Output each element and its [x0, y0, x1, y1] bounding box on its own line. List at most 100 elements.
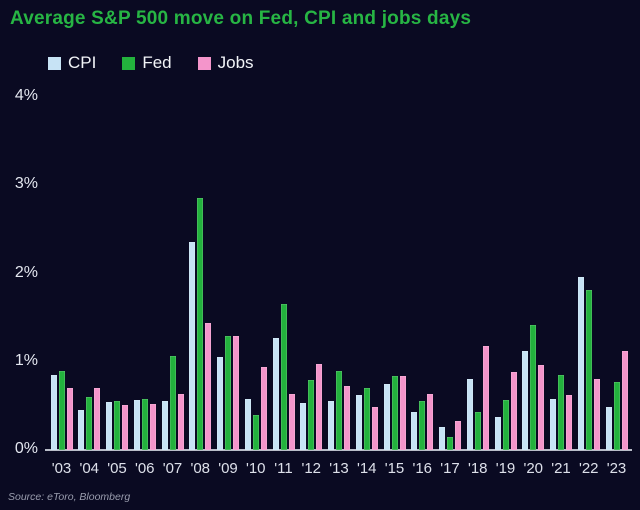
bar-group-09: '09: [215, 96, 242, 477]
bar-group-22: '22: [575, 96, 602, 477]
bar-fed-09: [225, 336, 231, 450]
bar-cpi-06: [133, 399, 140, 450]
bar-group-19: '19: [492, 96, 519, 477]
bar-fed-18: [474, 412, 481, 450]
bars: [522, 96, 545, 450]
bar-jobs-06: [149, 404, 156, 450]
bar-cpi-18: [466, 378, 473, 450]
bar-fed-08: [197, 197, 204, 450]
x-axis-label: '09: [218, 460, 238, 477]
bars: [78, 96, 101, 450]
bar-group-18: '18: [464, 96, 491, 477]
bar-jobs-10: [260, 367, 267, 450]
y-axis-label: 1%: [14, 351, 38, 369]
bar-group-13: '13: [326, 96, 353, 477]
bar-jobs-04: [94, 388, 101, 450]
y-axis-label: 3%: [14, 175, 38, 193]
bar-group-20: '20: [520, 96, 547, 477]
bar-cpi-22: [577, 277, 584, 450]
bars: [439, 96, 461, 450]
legend-item-cpi: CPI: [48, 53, 96, 73]
bar-group-04: '04: [76, 96, 103, 477]
bar-fed-03: [58, 370, 65, 450]
y-axis-label: 0%: [14, 440, 38, 457]
bar-fed-22: [585, 290, 592, 450]
legend-label: Fed: [142, 53, 172, 72]
bar-cpi-23: [605, 406, 612, 450]
x-axis-label: '05: [107, 460, 127, 477]
bar-fed-14: [363, 388, 370, 450]
legend-item-fed: Fed: [122, 53, 172, 73]
bar-fed-04: [86, 397, 93, 450]
bar-cpi-20: [522, 351, 529, 450]
x-axis-label: '11: [274, 460, 293, 477]
bars: [577, 96, 600, 450]
legend: CPI Fed Jobs: [48, 53, 254, 73]
bar-jobs-08: [205, 322, 212, 450]
bar-group-06: '06: [131, 96, 158, 477]
bar-fed-10: [252, 414, 259, 450]
bar-fed-06: [141, 398, 148, 450]
bar-jobs-15: [399, 375, 406, 450]
bar-fed-11: [280, 304, 287, 450]
bar-jobs-14: [371, 406, 378, 450]
bar-group-05: '05: [104, 96, 131, 477]
x-axis-label: '10: [245, 460, 266, 477]
x-axis-label: '16: [412, 460, 433, 477]
bar-group-16: '16: [409, 96, 436, 477]
bar-jobs-20: [538, 365, 545, 450]
bar-jobs-13: [344, 385, 350, 450]
bar-cpi-08: [189, 241, 196, 450]
bar-cpi-04: [78, 410, 85, 450]
bar-fed-13: [336, 371, 342, 450]
bars: [466, 96, 489, 450]
bar-fed-07: [169, 355, 176, 450]
x-axis-label: '15: [384, 460, 405, 477]
bar-group-10: '10: [242, 96, 269, 477]
bars: [217, 96, 239, 450]
bars: [272, 96, 295, 450]
bar-cpi-12: [300, 403, 307, 450]
bar-fed-23: [613, 382, 620, 450]
bar-cpi-09: [217, 357, 223, 450]
x-axis-label: '18: [467, 460, 488, 477]
x-axis-label: '23: [606, 460, 627, 477]
x-axis-label: '19: [495, 460, 516, 477]
x-axis-label: '22: [578, 460, 599, 477]
bar-group-15: '15: [381, 96, 408, 477]
bar-jobs-22: [593, 378, 600, 450]
legend-label: CPI: [68, 53, 97, 72]
source-note: Source: eToro, Bloomberg: [8, 491, 131, 503]
bar-fed-21: [558, 375, 564, 450]
bar-jobs-17: [455, 420, 461, 450]
bar-group-17: '17: [437, 96, 464, 477]
bar-fed-12: [308, 380, 315, 450]
bar-cpi-05: [106, 402, 112, 450]
bar-cpi-10: [244, 398, 251, 450]
bar-cpi-21: [550, 398, 556, 450]
bar-group-11: '11: [270, 96, 297, 477]
bar-group-21: '21: [548, 96, 575, 477]
bar-jobs-07: [177, 393, 184, 450]
bars: [355, 96, 378, 450]
bar-groups: '03 '04 '05 '06 '07 '08 '09 '10 '11 '12 '13 '14 '15 '…: [48, 96, 630, 477]
x-axis-label: '12: [301, 460, 322, 477]
chart-title: Average S&P 500 move on Fed, CPI and job…: [10, 8, 472, 29]
bar-cpi-13: [328, 400, 334, 450]
bar-jobs-16: [427, 394, 434, 450]
bar-group-12: '12: [298, 96, 325, 477]
legend-swatch-cpi: [48, 56, 61, 70]
legend-item-jobs: Jobs: [197, 53, 254, 73]
x-axis-label: '06: [134, 460, 155, 477]
bar-fed-17: [447, 436, 453, 450]
bar-cpi-14: [355, 395, 362, 450]
bar-cpi-15: [383, 383, 390, 450]
bar-group-23: '23: [603, 96, 630, 477]
bars: [494, 96, 517, 450]
bars: [244, 96, 267, 450]
bar-fed-15: [391, 375, 398, 450]
bar-cpi-17: [439, 427, 445, 450]
bar-fed-16: [419, 400, 426, 450]
bar-group-03: '03: [48, 96, 75, 477]
bar-cpi-19: [494, 417, 501, 450]
